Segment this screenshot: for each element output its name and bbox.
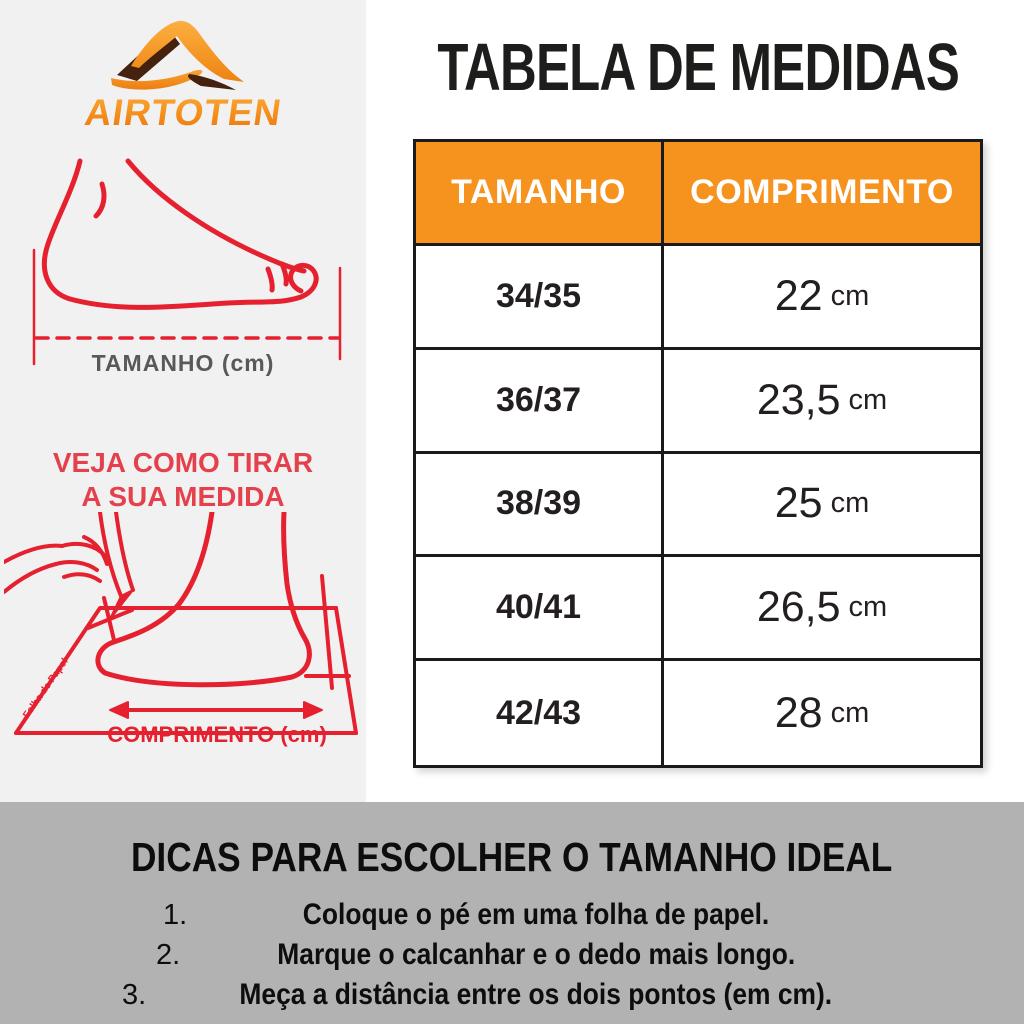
length-unit: cm	[848, 383, 888, 416]
foot-measure-illustration: COMPRIMENTO (cm) Folha de Papel	[4, 512, 358, 747]
brand-logo: AIRTOTEN	[0, 18, 366, 134]
length-cell: 25 cm	[664, 454, 980, 558]
brand-name: AIRTOTEN	[81, 92, 285, 133]
size-table-header-size: TAMANHO	[416, 142, 664, 246]
size-cell: 38/39	[416, 453, 664, 558]
measure-guide-heading: VEJA COMO TIRAR A SUA MEDIDA	[0, 446, 366, 514]
size-cell: 36/37	[416, 349, 664, 454]
measure-guide-panel: AIRTOTEN TAMANHO (cm) VEJA COMO TIRAR A …	[0, 0, 366, 802]
length-value: 28	[774, 688, 823, 737]
tip-item: 2. Marque o calcanhar e o dedo mais long…	[0, 935, 1024, 975]
length-unit: cm	[830, 696, 870, 729]
tip-item: 3. Meça a distância entre os dois pontos…	[0, 975, 1024, 1015]
tip-number: 1.	[163, 899, 188, 931]
paper-sheet-label: Folha de Papel	[21, 656, 71, 720]
size-cell: 34/35	[416, 246, 664, 350]
tips-list: 1. Coloque o pé em uma folha de papel. 2…	[0, 895, 1024, 1015]
airtoten-logo-icon	[111, 20, 244, 90]
length-unit: cm	[830, 487, 870, 520]
length-value: 26,5	[756, 583, 841, 632]
measure-guide-heading-line1: VEJA COMO TIRAR	[52, 447, 314, 478]
length-cell: 26,5 cm	[664, 557, 980, 662]
length-value: 22	[774, 271, 823, 320]
size-cell: 40/41	[416, 557, 664, 662]
tips-heading: DICAS PARA ESCOLHER O TAMANHO IDEAL	[0, 834, 1024, 881]
tip-text: Coloque o pé em uma folha de papel.	[302, 898, 770, 931]
measure-guide-heading-line2: A SUA MEDIDA	[81, 481, 285, 512]
size-table-header-length: COMPRIMENTO	[664, 142, 980, 246]
length-cell: 22 cm	[664, 246, 980, 350]
tip-item: 1. Coloque o pé em uma folha de papel.	[0, 895, 1024, 935]
length-unit: cm	[848, 591, 888, 624]
length-cell: 28 cm	[664, 661, 980, 765]
tip-text: Meça a distância entre os dois pontos (e…	[239, 978, 833, 1011]
size-cell: 42/43	[416, 661, 664, 765]
page-title: TABELA DE MEDIDAS	[413, 22, 983, 112]
foot-side-illustration	[32, 158, 342, 366]
size-table: TAMANHO COMPRIMENTO 34/35 22 cm 36/37 23…	[413, 139, 983, 768]
tips-section: DICAS PARA ESCOLHER O TAMANHO IDEAL 1. C…	[0, 802, 1024, 1024]
tips-heading-text: DICAS PARA ESCOLHER O TAMANHO IDEAL	[131, 834, 893, 880]
tip-number: 2.	[156, 939, 181, 971]
length-cell: 23,5 cm	[664, 350, 980, 454]
tip-number: 3.	[122, 979, 147, 1011]
page-title-text: TABELA DE MEDIDAS	[437, 29, 959, 105]
length-unit: cm	[830, 279, 870, 312]
length-arrow-label: COMPRIMENTO (cm)	[107, 722, 327, 747]
foot-length-label: TAMANHO (cm)	[91, 350, 275, 376]
tip-text: Marque o calcanhar e o dedo mais longo.	[277, 938, 795, 971]
length-value: 23,5	[756, 375, 841, 424]
length-value: 25	[774, 479, 823, 528]
